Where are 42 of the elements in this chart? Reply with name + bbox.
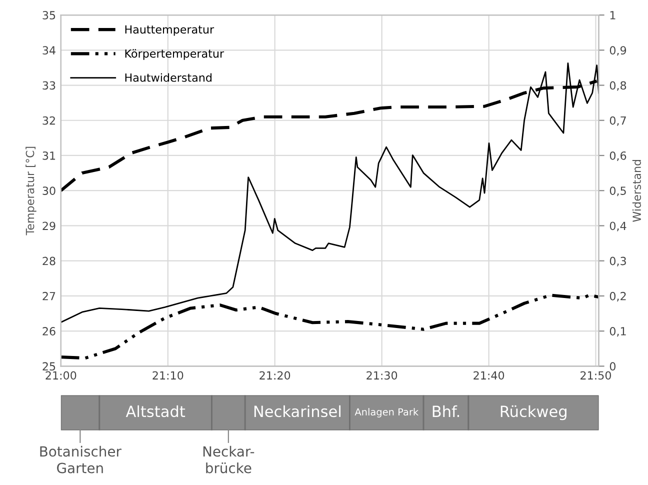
x-tick-label: 21:50 <box>580 371 612 380</box>
y2-tick-label: 0,1 <box>610 327 626 337</box>
legend-label: Körpertemperatur <box>125 49 224 60</box>
series-label: Bhf. <box>432 405 459 417</box>
y-tick-label: 29 <box>42 222 56 230</box>
y-tick-label: 28 <box>42 256 56 266</box>
y-tick-label: 30 <box>42 186 56 195</box>
y2-tick-label: 0,4 <box>610 222 626 232</box>
y2-tick-label: 1 <box>610 11 616 20</box>
legend-label: Botanischer Garten <box>40 446 122 474</box>
legend-label: Hautwiderstand <box>125 73 212 82</box>
y-tick-label: 35 <box>42 11 56 20</box>
x-tick-label: 21:30 <box>366 371 398 380</box>
y-tick-label: 31 <box>42 151 56 160</box>
y2-tick-label: 0,6 <box>610 151 626 162</box>
series-label: Altstadt <box>126 405 186 418</box>
x-tick-label: 21:10 <box>152 371 184 380</box>
y2-tick-label: 0,3 <box>610 256 626 266</box>
y2-tick-label: 0,8 <box>610 81 626 91</box>
y-tick-label: 34 <box>42 46 56 55</box>
x-tick-label: 21:20 <box>260 371 290 380</box>
y2-axis-title: Widerstand <box>632 160 641 222</box>
series-label: Rückweg <box>500 405 566 420</box>
legend-label: Hauttemperatur <box>125 25 214 36</box>
legend-label: Neckar-brücke <box>203 446 254 474</box>
y2-tick-label: 0,5 <box>610 186 626 196</box>
series-label: Neckarinsel <box>254 405 340 418</box>
y-axis-title: Temperatur [°C] <box>26 146 36 236</box>
series-label: Anlagen Park <box>354 408 419 418</box>
y-tick-label: 25 <box>42 362 56 371</box>
line-series <box>60 294 599 360</box>
y-tick-label: 26 <box>42 327 56 336</box>
x-tick-label: 21:00 <box>46 371 76 380</box>
line-series <box>60 62 599 323</box>
y2-tick-label: 0,7 <box>610 116 626 126</box>
y-tick-label: 27 <box>42 292 56 300</box>
y-tick-label: 32 <box>42 116 55 125</box>
y-tick-label: 33 <box>42 81 56 90</box>
y2-tick-label: 0 <box>610 362 616 371</box>
y2-tick-label: 0,9 <box>610 46 626 56</box>
y2-tick-label: 0,2 <box>610 292 626 302</box>
x-tick-label: 21:40 <box>474 371 504 380</box>
